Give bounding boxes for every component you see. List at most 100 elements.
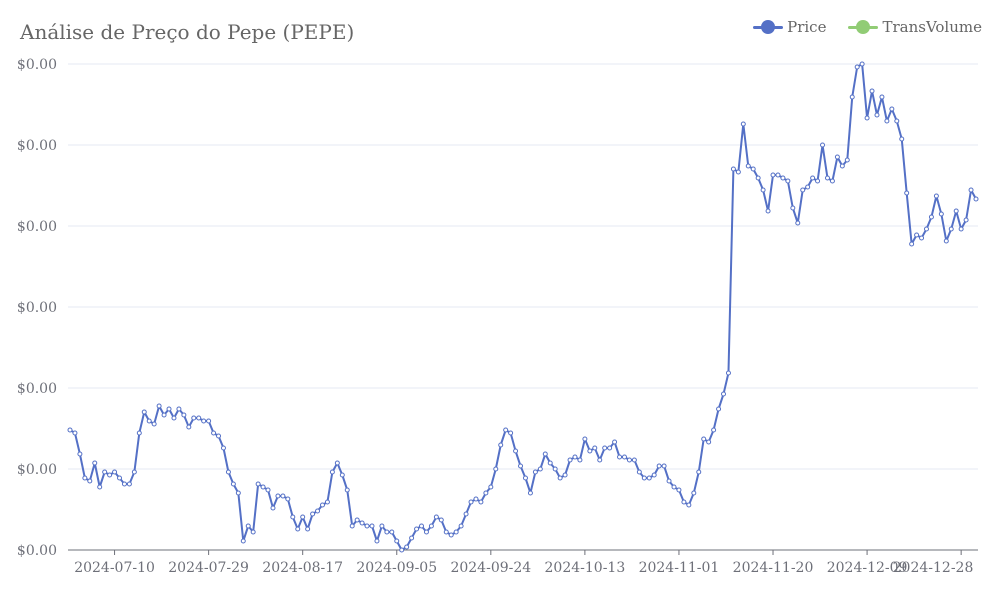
price-point bbox=[641, 475, 647, 481]
price-point bbox=[423, 529, 429, 535]
price-point bbox=[755, 175, 761, 181]
price-point bbox=[409, 535, 415, 541]
price-point bbox=[879, 94, 885, 100]
price-point bbox=[740, 121, 746, 127]
price-point bbox=[216, 433, 222, 439]
x-tick-label-0: 2024-07-10 bbox=[74, 560, 155, 576]
price-point bbox=[419, 523, 425, 529]
price-point bbox=[597, 457, 603, 463]
price-point bbox=[508, 430, 514, 436]
price-point bbox=[334, 460, 340, 466]
price-point bbox=[146, 418, 152, 424]
price-point bbox=[220, 445, 226, 451]
price-point bbox=[904, 190, 910, 196]
x-tick-label-2: 2024-08-17 bbox=[262, 560, 343, 576]
price-point bbox=[874, 112, 880, 118]
price-point bbox=[839, 163, 845, 169]
price-point bbox=[235, 490, 241, 496]
price-point bbox=[730, 166, 736, 172]
price-point bbox=[646, 475, 652, 481]
price-point bbox=[542, 451, 548, 457]
price-point bbox=[824, 175, 830, 181]
price-point bbox=[963, 217, 969, 223]
price-point bbox=[943, 238, 949, 244]
price-point bbox=[394, 538, 400, 544]
y-tick-label-1: $0.00 bbox=[17, 462, 57, 478]
price-point bbox=[250, 529, 256, 535]
price-point bbox=[473, 496, 479, 502]
legend-item-price[interactable]: Price bbox=[753, 18, 826, 36]
legend-swatch-price bbox=[753, 20, 784, 34]
price-point bbox=[745, 163, 751, 169]
price-point bbox=[621, 454, 627, 460]
price-point bbox=[889, 106, 895, 112]
price-point bbox=[681, 499, 687, 505]
price-point bbox=[844, 157, 850, 163]
price-point bbox=[344, 487, 350, 493]
legend-label-transvolume: TransVolume bbox=[882, 18, 982, 36]
price-point bbox=[815, 178, 821, 184]
y-tick-label-0: $0.00 bbox=[17, 543, 57, 559]
price-point bbox=[607, 445, 613, 451]
price-point bbox=[884, 118, 890, 124]
price-point bbox=[379, 523, 385, 529]
price-point bbox=[72, 430, 78, 436]
price-point bbox=[191, 415, 197, 421]
price-point bbox=[82, 475, 88, 481]
price-point bbox=[656, 463, 662, 469]
price-point bbox=[532, 469, 538, 475]
price-point bbox=[117, 475, 123, 481]
price-point bbox=[151, 421, 157, 427]
price-point bbox=[854, 64, 860, 70]
price-point bbox=[547, 460, 553, 466]
price-point bbox=[260, 484, 266, 490]
price-point bbox=[369, 523, 375, 529]
price-point bbox=[894, 118, 900, 124]
price-point bbox=[671, 484, 677, 490]
price-point bbox=[696, 469, 702, 475]
price-series-line bbox=[69, 63, 977, 551]
legend-item-transvolume[interactable]: TransVolume bbox=[848, 18, 982, 36]
price-point bbox=[701, 436, 707, 442]
x-tick-label-5: 2024-10-13 bbox=[545, 560, 626, 576]
price-point bbox=[750, 166, 756, 172]
price-point bbox=[527, 490, 533, 496]
price-point bbox=[725, 370, 731, 376]
price-point bbox=[166, 406, 172, 412]
price-point bbox=[186, 424, 192, 430]
price-point bbox=[300, 514, 306, 520]
price-point bbox=[364, 523, 370, 529]
price-point bbox=[121, 481, 127, 487]
price-point bbox=[305, 526, 311, 532]
price-point bbox=[310, 511, 316, 517]
price-point bbox=[225, 469, 231, 475]
y-tick-label-6: $0.00 bbox=[17, 57, 57, 73]
y-tick-label-5: $0.00 bbox=[17, 138, 57, 154]
price-point bbox=[933, 193, 939, 199]
price-point bbox=[849, 94, 855, 100]
price-point bbox=[112, 469, 118, 475]
price-point bbox=[938, 211, 944, 217]
price-point bbox=[859, 61, 865, 67]
price-point bbox=[537, 466, 543, 472]
price-point bbox=[349, 523, 355, 529]
price-point bbox=[255, 481, 261, 487]
price-point bbox=[141, 409, 147, 415]
price-point bbox=[790, 205, 796, 211]
price-point bbox=[448, 532, 454, 538]
price-point bbox=[958, 226, 964, 232]
price-point bbox=[829, 178, 835, 184]
price-point bbox=[612, 439, 618, 445]
price-point bbox=[324, 499, 330, 505]
price-point bbox=[126, 481, 132, 487]
price-point bbox=[389, 529, 395, 535]
price-point bbox=[562, 472, 568, 478]
price-point bbox=[577, 457, 583, 463]
price-point bbox=[136, 430, 142, 436]
x-tick-label-8: 2024-12-09 bbox=[827, 560, 908, 576]
price-point bbox=[513, 448, 519, 454]
price-point bbox=[869, 88, 875, 94]
legend-swatch-transvolume bbox=[848, 20, 879, 34]
price-point bbox=[800, 187, 806, 193]
price-point bbox=[176, 406, 182, 412]
